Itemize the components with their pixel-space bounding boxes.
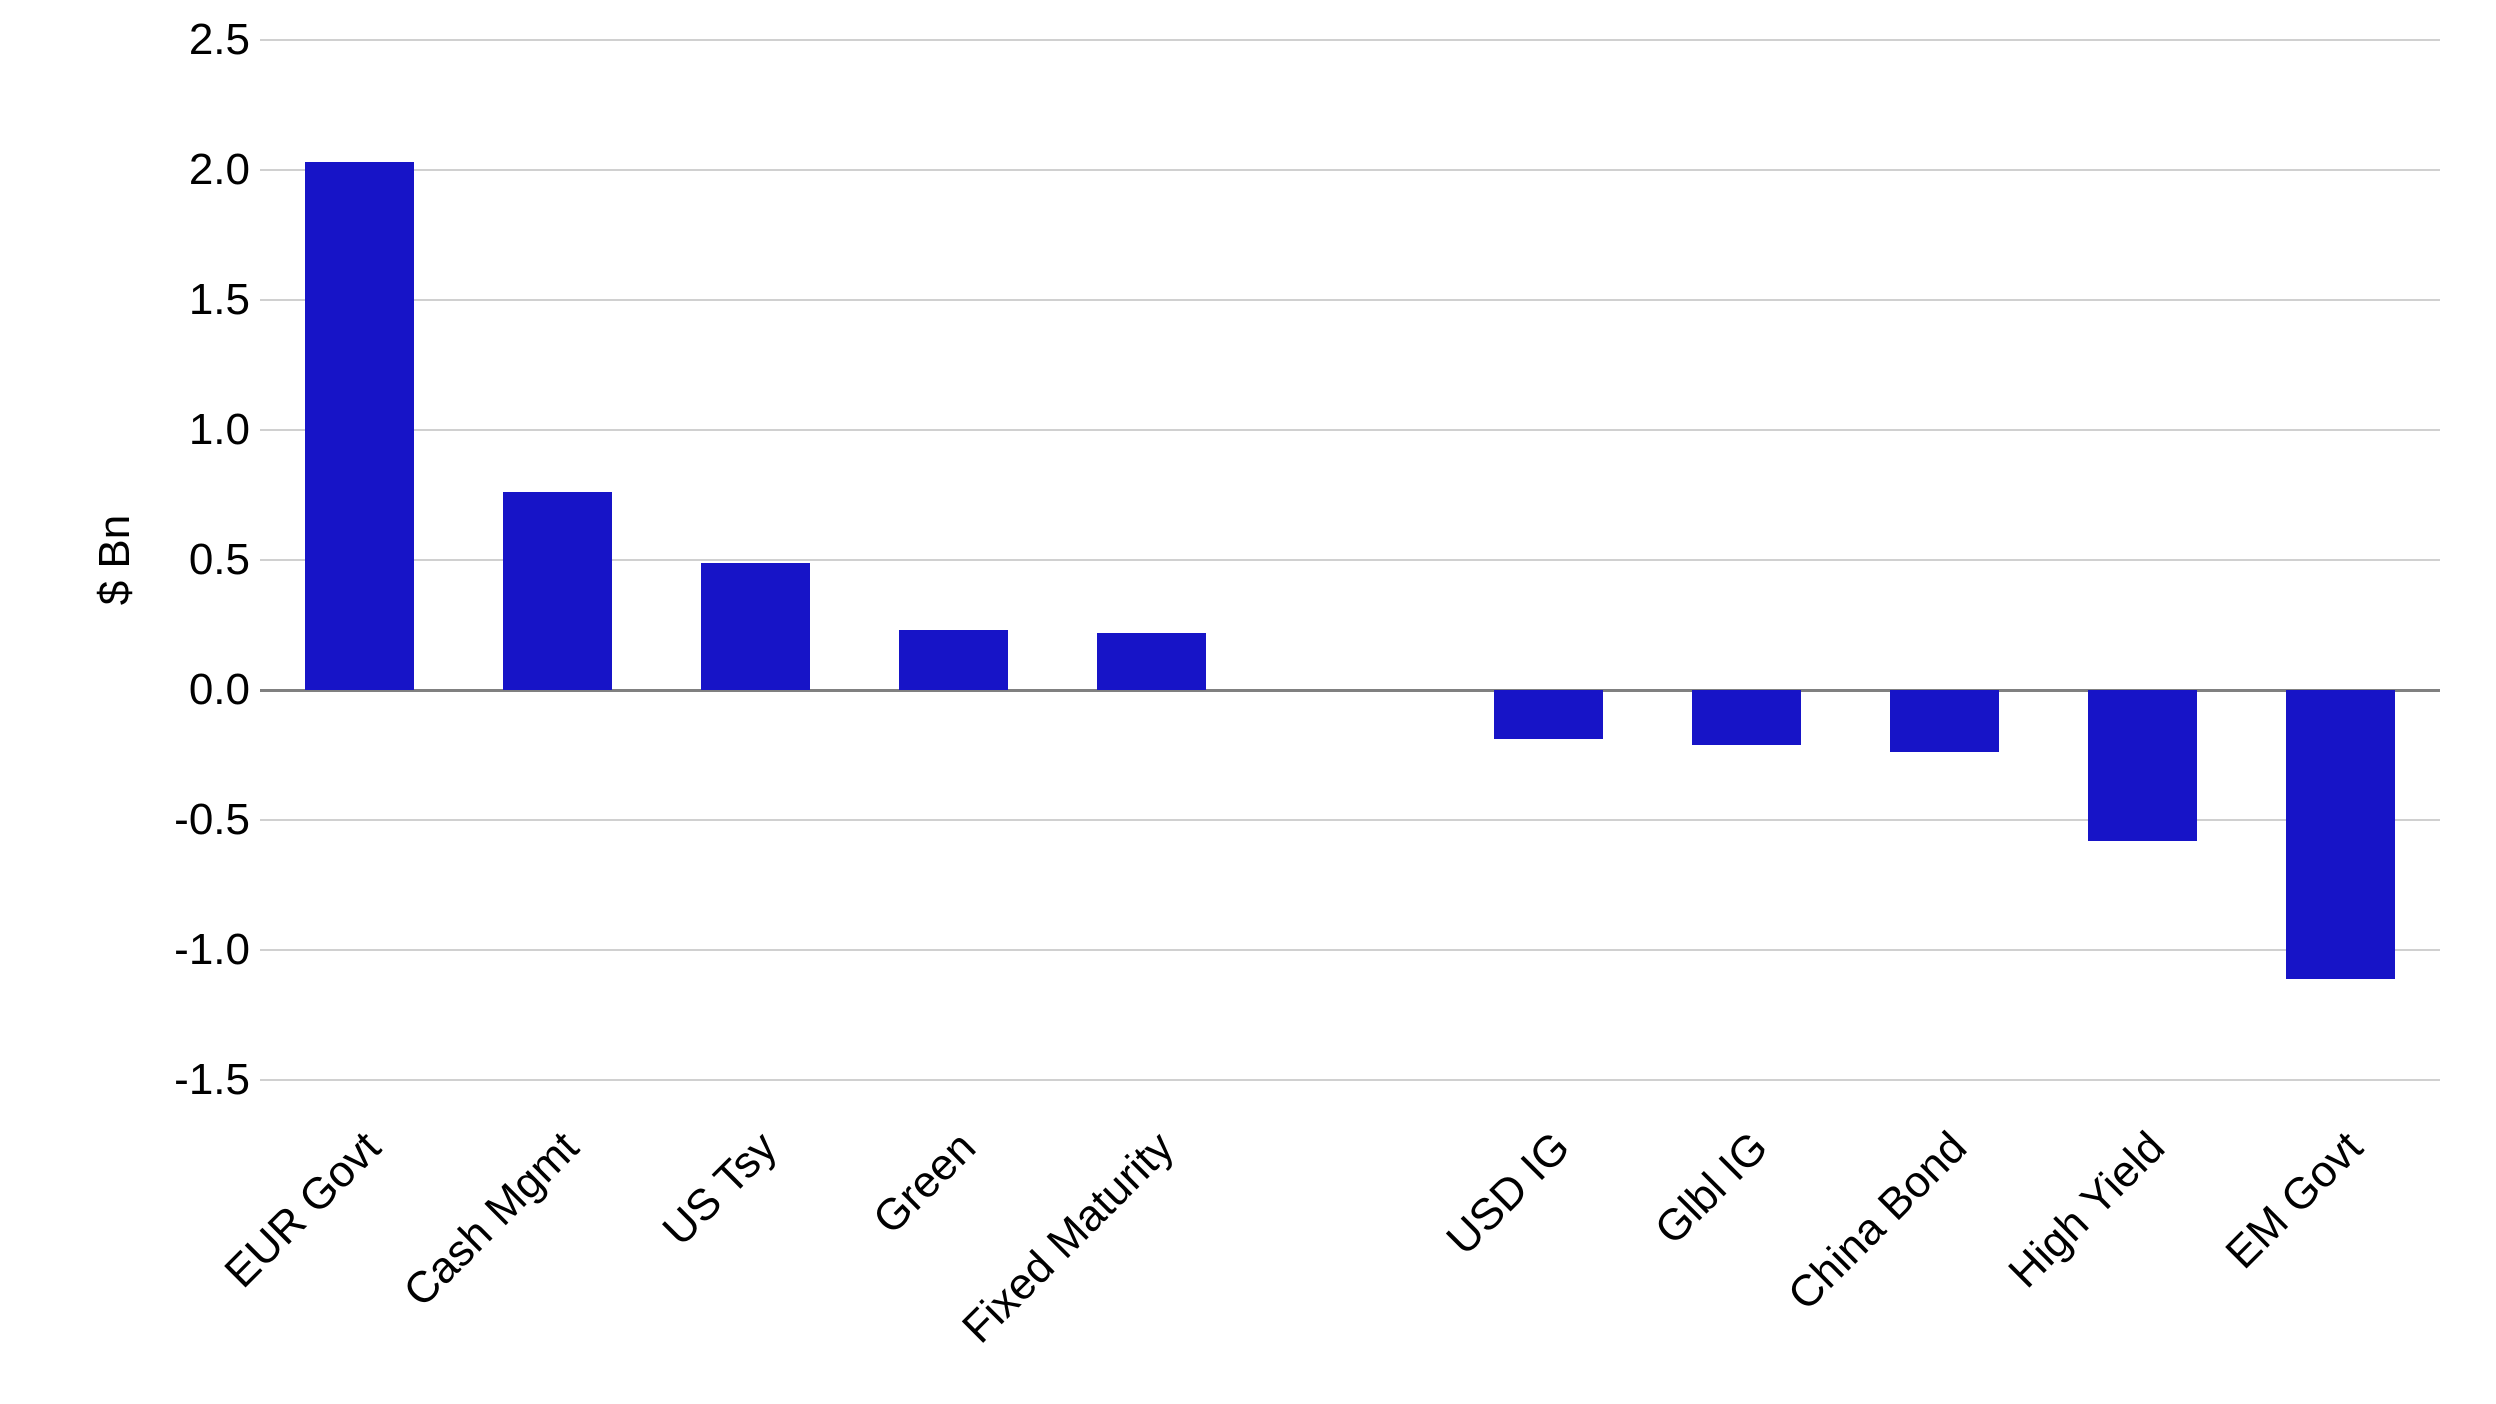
y-tick-label: 2.0	[100, 145, 250, 195]
bar	[701, 563, 810, 690]
y-tick-label: -1.5	[100, 1055, 250, 1105]
bar	[1097, 633, 1206, 690]
y-tick-label: -1.0	[100, 925, 250, 975]
bar	[2286, 690, 2395, 979]
gridline	[260, 949, 2440, 951]
y-tick-label: 1.5	[100, 275, 250, 325]
gridline	[260, 1079, 2440, 1081]
y-tick-label: 2.5	[100, 15, 250, 65]
plot-area	[260, 40, 2440, 1080]
bar	[305, 162, 414, 690]
bar	[2088, 690, 2197, 841]
gridline	[260, 429, 2440, 431]
gridline	[260, 299, 2440, 301]
y-tick-label: -0.5	[100, 795, 250, 845]
chart-container: $ Bn -1.5-1.0-0.50.00.51.01.52.02.5EUR G…	[80, 40, 2460, 1380]
bar	[1494, 690, 1603, 739]
bar	[503, 492, 612, 690]
bar	[1692, 690, 1801, 745]
y-tick-label: 1.0	[100, 405, 250, 455]
gridline	[260, 169, 2440, 171]
gridline	[260, 39, 2440, 41]
y-tick-label: 0.0	[100, 665, 250, 715]
bar	[899, 630, 1008, 690]
y-tick-label: 0.5	[100, 535, 250, 585]
bar	[1890, 690, 1999, 752]
